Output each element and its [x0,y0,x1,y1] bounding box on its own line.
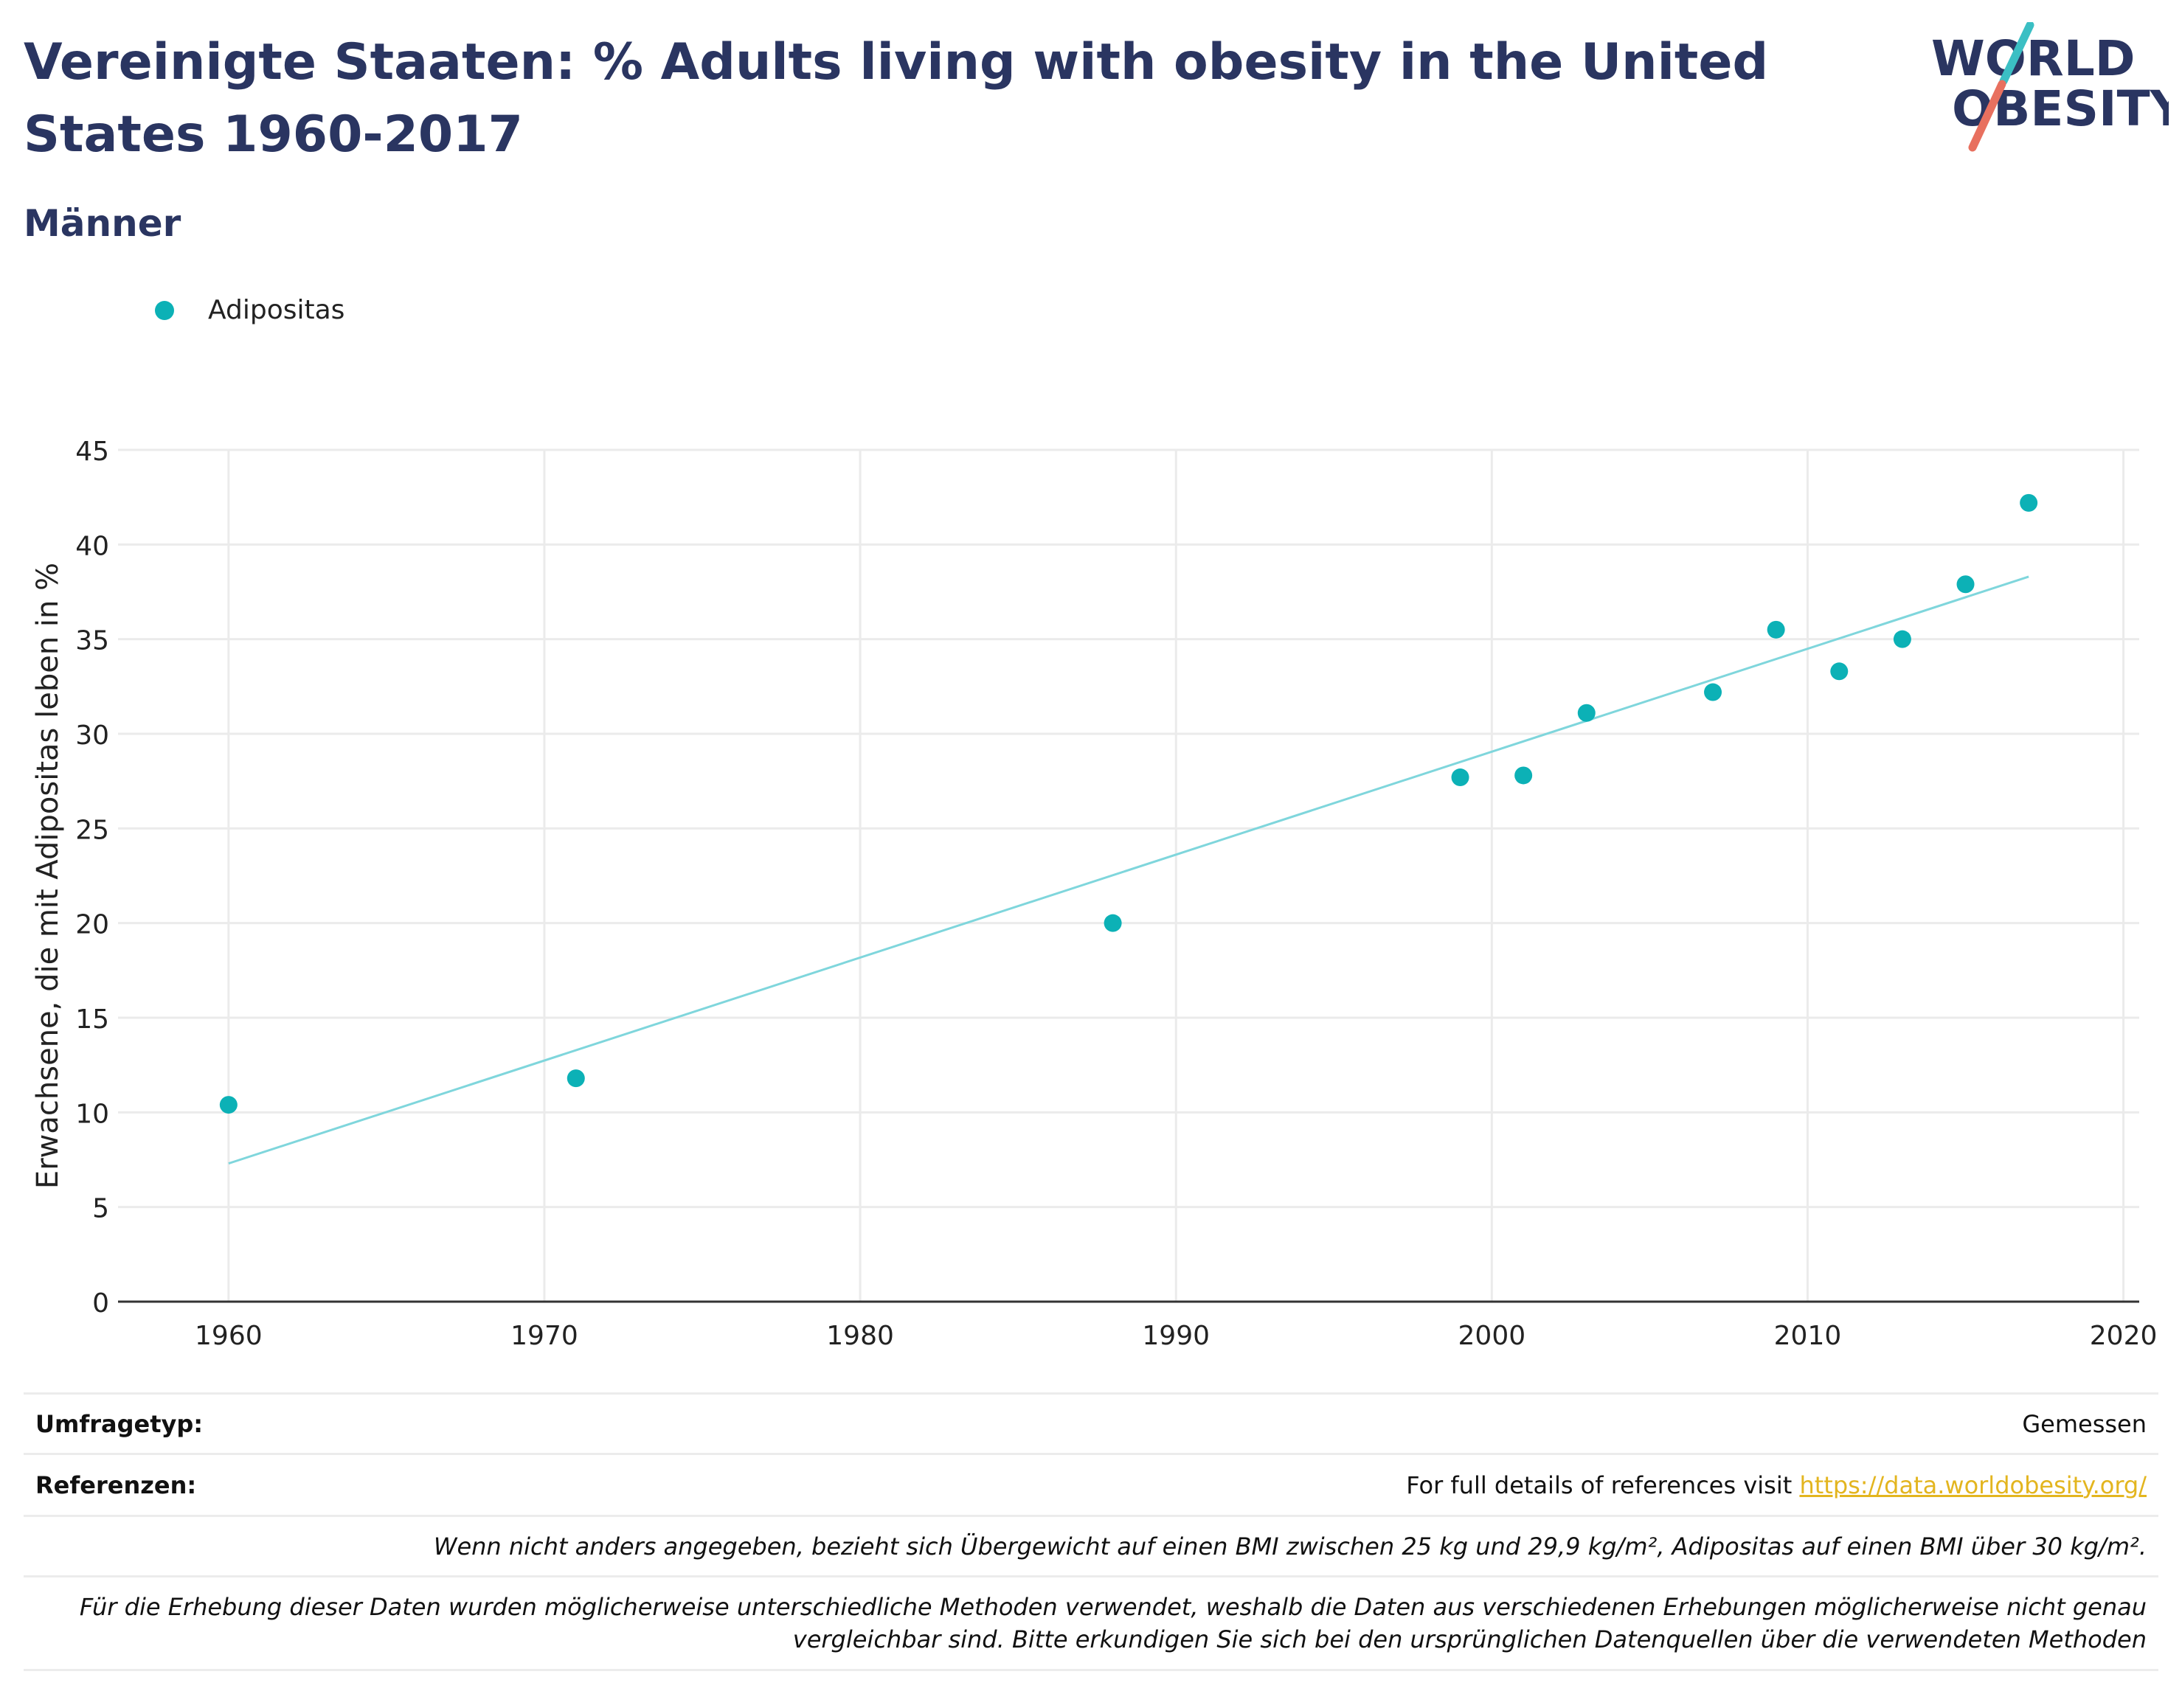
y-tick-label: 45 [75,437,109,467]
data-point [1514,766,1533,785]
data-point [1451,768,1469,787]
y-tick-label: 30 [75,721,109,751]
x-tick-label: 1990 [1142,1321,1210,1351]
survey-type-value: Gemessen [2022,1409,2147,1438]
scatter-chart: 0 5 10 15 20 25 30 35 40 45 1960 1970 1980 1990 2000 20… [31,437,2157,1351]
legend-marker [155,300,174,320]
world-obesity-logo: WORLD OBESITY [1931,22,2169,152]
references-text: For full details of references visit [1406,1471,1800,1499]
logo-text-world: WORLD [1931,30,2136,87]
data-point [1893,630,1911,648]
data-point [1577,704,1596,722]
y-tick-label: 40 [75,531,109,561]
y-tick-label: 25 [75,815,109,845]
y-axis-label: Erwachsene, die mit Adipositas leben in … [31,563,65,1189]
x-tick-label: 1970 [510,1321,578,1351]
y-tick-label: 0 [92,1288,109,1319]
data-point [1704,683,1722,701]
chart-footer: Umfragetyp: Gemessen Referenzen: For ful… [24,1392,2158,1671]
axis-layer: 0 5 10 15 20 25 30 35 40 45 1960 1970 1980 1990 2000 20… [75,437,2157,1351]
logo-slash-red [1968,80,2006,152]
y-tick-label: 5 [92,1194,109,1224]
trendline-layer [228,575,2029,1165]
logo-slash-teal [1999,22,2034,86]
references-row: Referenzen: For full details of referenc… [24,1453,2158,1515]
methods-note: Für die Erhebung dieser Daten wurden mög… [79,1593,2147,1653]
data-point [219,1096,238,1114]
survey-type-row: Umfragetyp: Gemessen [24,1392,2158,1453]
trendline [228,575,2029,1165]
y-tick-label: 10 [75,1099,109,1129]
points-layer [219,493,2038,1114]
references-text-wrap: For full details of references visit htt… [1406,1471,2147,1499]
data-point [2020,493,2038,512]
x-tick-label: 2000 [1458,1321,1526,1351]
data-point [1104,914,1122,932]
x-tick-label: 1980 [826,1321,894,1351]
y-tick-label: 15 [75,1004,109,1035]
x-tick-label: 2010 [1774,1321,1842,1351]
grid-layer [118,448,2139,1302]
y-tick-label: 35 [75,626,109,656]
data-point [1767,620,1785,639]
chart-legend[interactable]: Adipositas [155,295,344,325]
data-point [1956,575,1975,594]
references-label: Referenzen: [35,1471,197,1499]
chart-subtitle: Männer [24,202,181,245]
definition-note: Wenn nicht anders angegeben, bezieht sic… [433,1532,2147,1561]
definition-note-row: Wenn nicht anders angegeben, bezieht sic… [24,1515,2158,1575]
legend-label: Adipositas [208,295,345,325]
data-point [567,1069,585,1088]
x-tick-label: 2020 [2090,1321,2158,1351]
x-tick-label: 1960 [195,1321,263,1351]
data-point [1830,662,1849,681]
chart-title: Vereinigte Staaten: % Adults living with… [24,33,1769,164]
references-link[interactable]: https://data.worldobesity.org/ [1799,1471,2147,1499]
survey-type-label: Umfragetyp: [35,1409,204,1438]
methods-note-row: Für die Erhebung dieser Daten wurden mög… [24,1575,2158,1671]
y-tick-label: 20 [75,910,109,940]
